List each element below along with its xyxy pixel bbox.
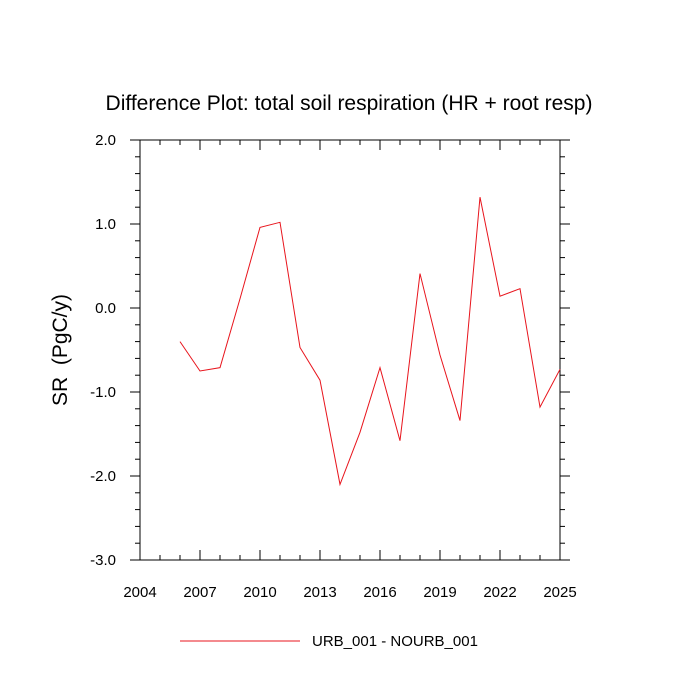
y-tick-label: 1.0	[95, 216, 116, 233]
x-tick-label: 2025	[543, 584, 576, 601]
axis-ticks	[130, 139, 570, 561]
series-line	[179, 197, 561, 487]
x-tick-label: 2004	[123, 584, 156, 601]
x-tick-label: 2016	[363, 584, 396, 601]
legend-label: URB_001 - NOURB_001	[312, 633, 478, 650]
plot-frame	[139, 139, 561, 561]
y-axis-label: SR (PgC/y)	[49, 294, 72, 406]
x-tick-label: 2010	[243, 584, 276, 601]
chart-title: Difference Plot: total soil respiration …	[106, 92, 593, 115]
y-tick-label: 0.0	[95, 300, 116, 317]
y-tick-label: 2.0	[95, 132, 116, 149]
y-tick-label: -1.0	[90, 384, 116, 401]
axis-tick-labels: 2004 2007 2010 2013 2016 2019 2022 2025 -3.0 -2.0…	[90, 132, 577, 601]
y-tick-label: -2.0	[90, 468, 116, 485]
y-tick-label: -3.0	[90, 552, 116, 569]
x-tick-label: 2022	[483, 584, 516, 601]
x-tick-label: 2019	[423, 584, 456, 601]
x-tick-label: 2007	[183, 584, 216, 601]
x-tick-label: 2013	[303, 584, 336, 601]
